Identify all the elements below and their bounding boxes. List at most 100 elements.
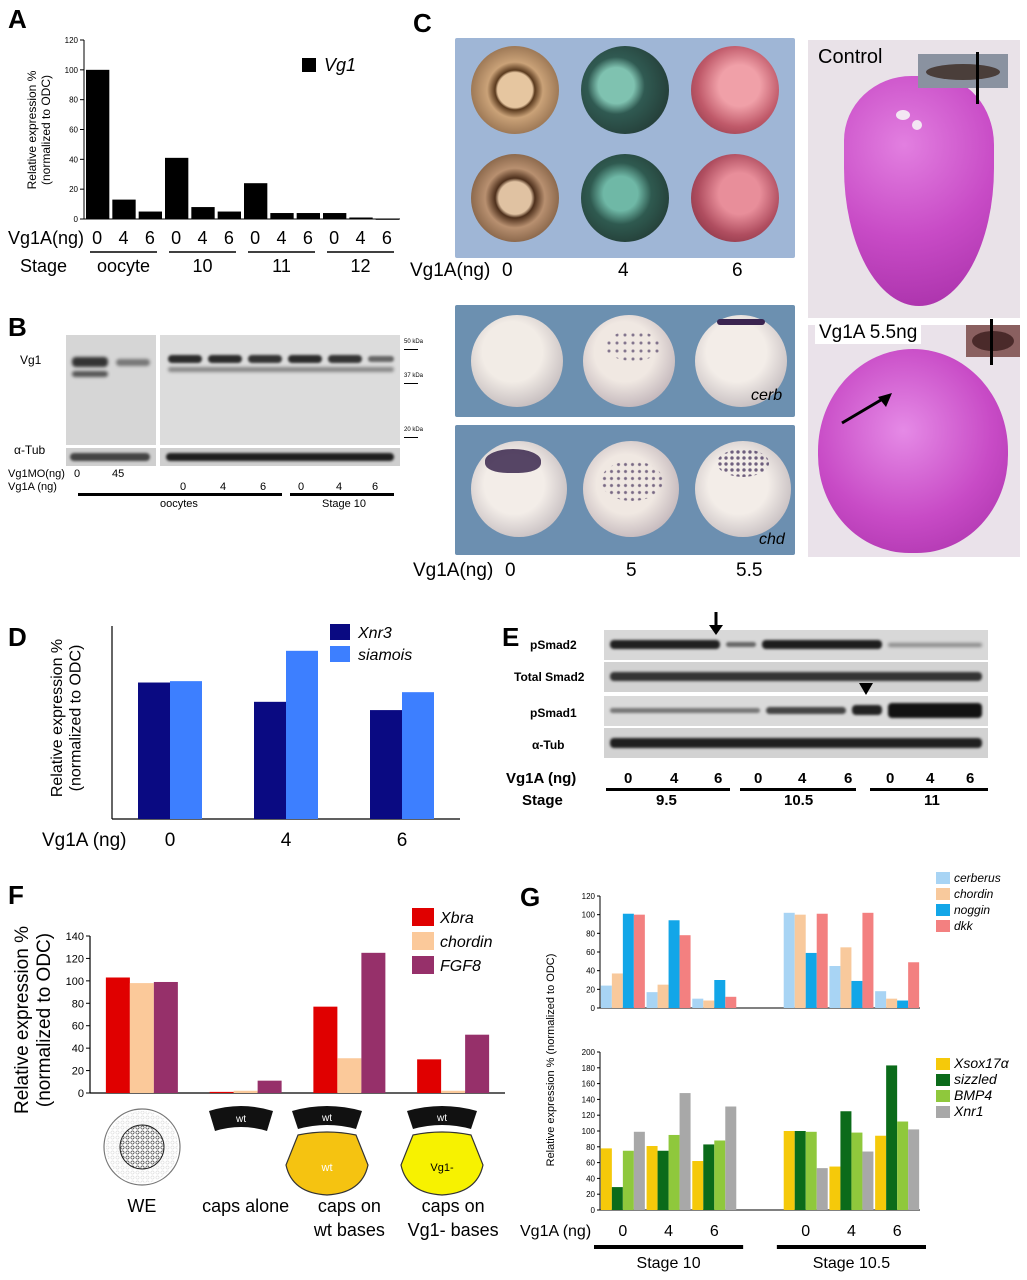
g-top-ytick-label: 120 [582, 892, 596, 901]
a-stage-label: 12 [350, 256, 370, 276]
blot-e-dose-2: 6 [714, 770, 723, 787]
blot-b-tub-strip-2 [160, 448, 400, 466]
f-ytick-label: 100 [66, 976, 84, 988]
g-top-bar-chordin [886, 998, 898, 1008]
g-dose-tick: 4 [664, 1223, 673, 1240]
g-top-legend-swatch [936, 872, 950, 884]
g-top-bar-chordin [840, 947, 852, 1008]
a-dose-tick: 6 [145, 228, 155, 248]
f-ytick-label: 80 [72, 998, 84, 1010]
d-legend-swatch [330, 624, 350, 640]
g-stage-label: Stage 10 [637, 1255, 701, 1272]
whole-embryo-icon [103, 1108, 181, 1186]
f-category-label: caps alone [202, 1196, 289, 1216]
blot-e-stage-2: 11 [924, 792, 940, 809]
blot-e-dose-3: 0 [754, 770, 763, 787]
g-stage-bracket [594, 1245, 744, 1249]
g-bottom-bar-sizzled [657, 1150, 669, 1210]
base-label-vg1: Vg1- [430, 1162, 454, 1174]
a-dose-tick: 6 [303, 228, 313, 248]
g-bottom-bar-Xsox17α [600, 1148, 612, 1210]
g-top-ytick-label: 80 [586, 929, 595, 938]
g-top-bar-cerberus [783, 912, 795, 1008]
g-top-bar-noggin [668, 920, 680, 1008]
f-ytick-label: 40 [72, 1043, 84, 1055]
g-bottom-bar-Xsox17α [875, 1135, 887, 1210]
a-legend-swatch [302, 58, 316, 72]
g-top-bar-dkk [679, 935, 691, 1008]
western-blot-e: pSmad2 Total Smad2 pSmad1 α-Tub Vg1A (ng… [500, 612, 1020, 820]
group-stage10: Stage 10 [322, 498, 367, 510]
cap-label-wt-2: wt [436, 1113, 447, 1124]
a-dose-tick: 6 [382, 228, 392, 248]
c-row1-dose-label: Vg1A(ng) [410, 260, 491, 281]
f-bar-chordin [233, 1090, 258, 1093]
blot-e-row-2: pSmad1 [530, 706, 577, 720]
panel-letter-d: D [8, 622, 27, 652]
blot-e-row-3: α-Tub [532, 738, 565, 752]
panel-letter-b: B [8, 312, 27, 342]
g-bottom-bar-Xnr1 [862, 1151, 874, 1210]
f-category-label: WE [127, 1196, 156, 1216]
f-category-label: wt bases [313, 1220, 385, 1240]
a-bar [296, 213, 320, 219]
a-dose-tick: 0 [329, 228, 339, 248]
blot-b-mo-membrane [66, 335, 156, 445]
a-dose-tick: 4 [355, 228, 365, 248]
g-top-bar-chordin [657, 984, 669, 1008]
f-bar-chordin [337, 1058, 362, 1093]
blot-e-dose-1: 4 [670, 770, 679, 787]
f-category-label: caps on [318, 1196, 381, 1216]
blot-e-dose-4: 4 [798, 770, 807, 787]
d-dose-tick: 6 [397, 830, 408, 851]
g-bottom-ytick-label: 80 [586, 1143, 595, 1152]
g-bottom-bar-Xsox17α [646, 1146, 658, 1210]
g-top-bar-chordin [703, 1000, 715, 1008]
g-bottom-bar-Xsox17α [829, 1166, 841, 1210]
g-bottom-bar-BMP4 [805, 1131, 817, 1210]
f-bar-FGF8 [465, 1034, 490, 1093]
dose-b-2: 6 [260, 481, 267, 493]
f-legend-label: FGF8 [440, 958, 481, 975]
base-label-wt: wt [321, 1162, 333, 1174]
g-bottom-legend-swatch [936, 1074, 950, 1086]
embryo-photo-cerb: cerb [455, 305, 795, 417]
a-ytick-label: 60 [69, 126, 78, 135]
a-ytick-label: 80 [69, 96, 78, 105]
a-bar [86, 69, 110, 219]
f-bar-Xbra [105, 977, 130, 1093]
panel-letter-e: E [502, 622, 520, 652]
a-bar [191, 207, 215, 219]
g-bottom-ytick-label: 40 [586, 1174, 595, 1183]
blot-b-oocyte-membrane [160, 335, 400, 445]
a-bar [375, 219, 399, 220]
f-bar-chordin [129, 983, 154, 1093]
g-bottom-ytick-label: 120 [582, 1111, 596, 1120]
c-row2-dose-label: Vg1A(ng) [413, 560, 494, 581]
a-dose-tick: 0 [171, 228, 181, 248]
g-stage-label: Stage 10.5 [813, 1255, 891, 1272]
g-bottom-ytick-label: 20 [586, 1190, 595, 1199]
f-category-label: caps on [422, 1196, 485, 1216]
g-bottom-ytick-label: 200 [582, 1048, 596, 1057]
chart-d: Relative expression %(normalized to ODC)… [42, 624, 460, 851]
d-bar-Xnr3 [254, 701, 286, 819]
a-bar [323, 213, 347, 219]
blot-e-dose-0: 0 [624, 770, 633, 787]
d-bar-siamois [286, 650, 318, 819]
g-top-bar-cerberus [692, 998, 704, 1008]
c-gene-cerb: cerb [751, 387, 783, 404]
g-top-bar-cerberus [829, 966, 841, 1008]
d-legend-label: siamois [358, 647, 412, 664]
g-bottom-legend-label: Xnr1 [953, 1103, 984, 1119]
g-bottom-ytick-label: 60 [586, 1159, 595, 1168]
mo-label: Vg1MO(ng) [8, 468, 65, 480]
g-top-bar-noggin [851, 980, 863, 1008]
g-bottom-bar-BMP4 [668, 1134, 680, 1210]
d-bar-Xnr3 [138, 682, 170, 819]
g-stage-bracket [776, 1245, 926, 1249]
d-legend-label: Xnr3 [357, 625, 392, 642]
chart-f: 0 20 40 60 80 100 120 140 Relative expression %(… [12, 908, 505, 1240]
f-bar-FGF8 [153, 981, 178, 1093]
panel-letter-a: A [8, 4, 27, 34]
